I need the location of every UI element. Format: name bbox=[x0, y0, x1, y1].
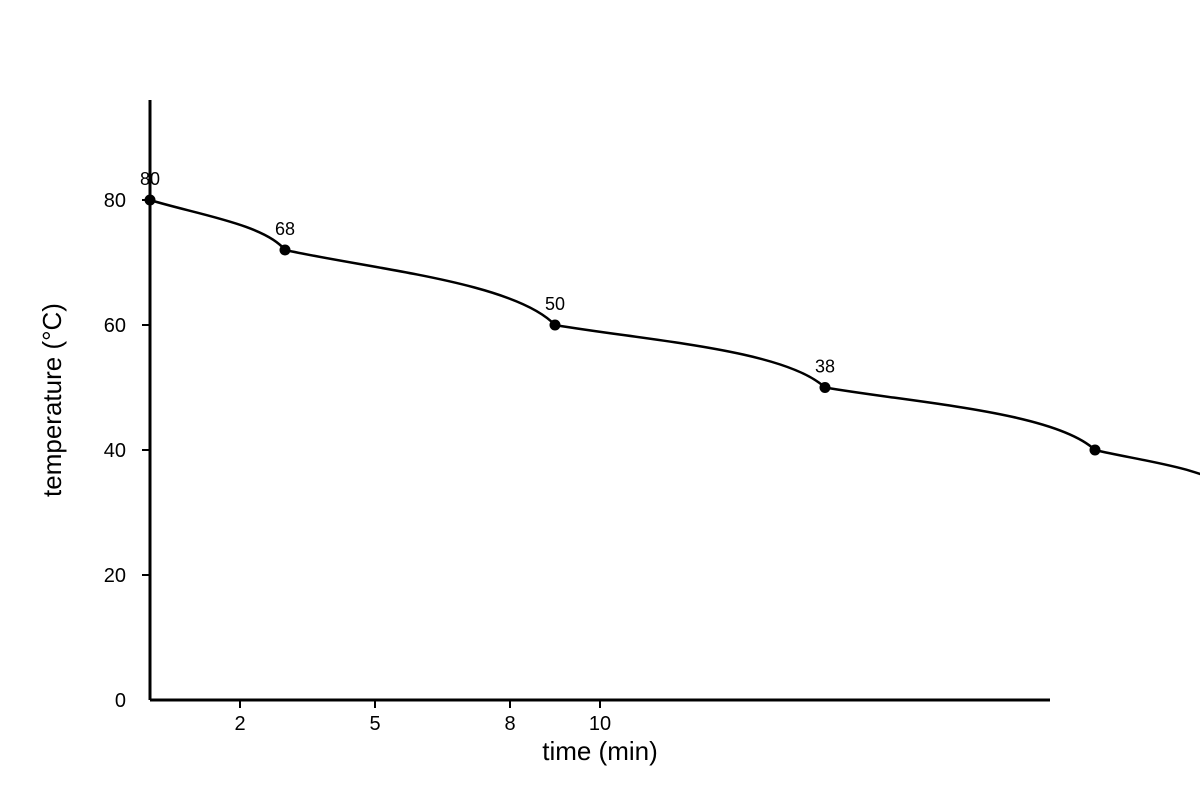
data-point bbox=[1090, 445, 1101, 456]
y-tick-label: 60 bbox=[104, 315, 126, 337]
x-tick-label: 10 bbox=[589, 713, 611, 735]
x-tick-label: 5 bbox=[369, 713, 380, 735]
x-axis-title: time (min) bbox=[542, 736, 658, 766]
data-points-group bbox=[145, 195, 1200, 497]
data-point bbox=[550, 320, 561, 331]
data-labels-group: 8068503830 bbox=[140, 169, 1200, 480]
x-tick-label: 2 bbox=[234, 713, 245, 735]
x-tick-label: 8 bbox=[504, 713, 515, 735]
data-label: 68 bbox=[275, 219, 295, 239]
data-label: 80 bbox=[140, 169, 160, 189]
y-tick-label: 40 bbox=[104, 440, 126, 462]
tick-labels-group: 2 5 8 10 0 20 40 60 80 bbox=[104, 190, 611, 735]
y-tick-label: 80 bbox=[104, 190, 126, 212]
data-label: 38 bbox=[815, 357, 835, 377]
y-tick-label: 20 bbox=[104, 565, 126, 587]
data-point bbox=[280, 245, 291, 256]
series-curve-group bbox=[150, 200, 1200, 491]
data-point bbox=[145, 195, 156, 206]
data-point bbox=[820, 382, 831, 393]
y-axis-title: temperature (°C) bbox=[37, 303, 67, 497]
y-tick-label: 0 bbox=[115, 690, 126, 712]
series-line bbox=[150, 200, 1200, 491]
axes-group bbox=[142, 100, 1050, 708]
data-label: 50 bbox=[545, 294, 565, 314]
